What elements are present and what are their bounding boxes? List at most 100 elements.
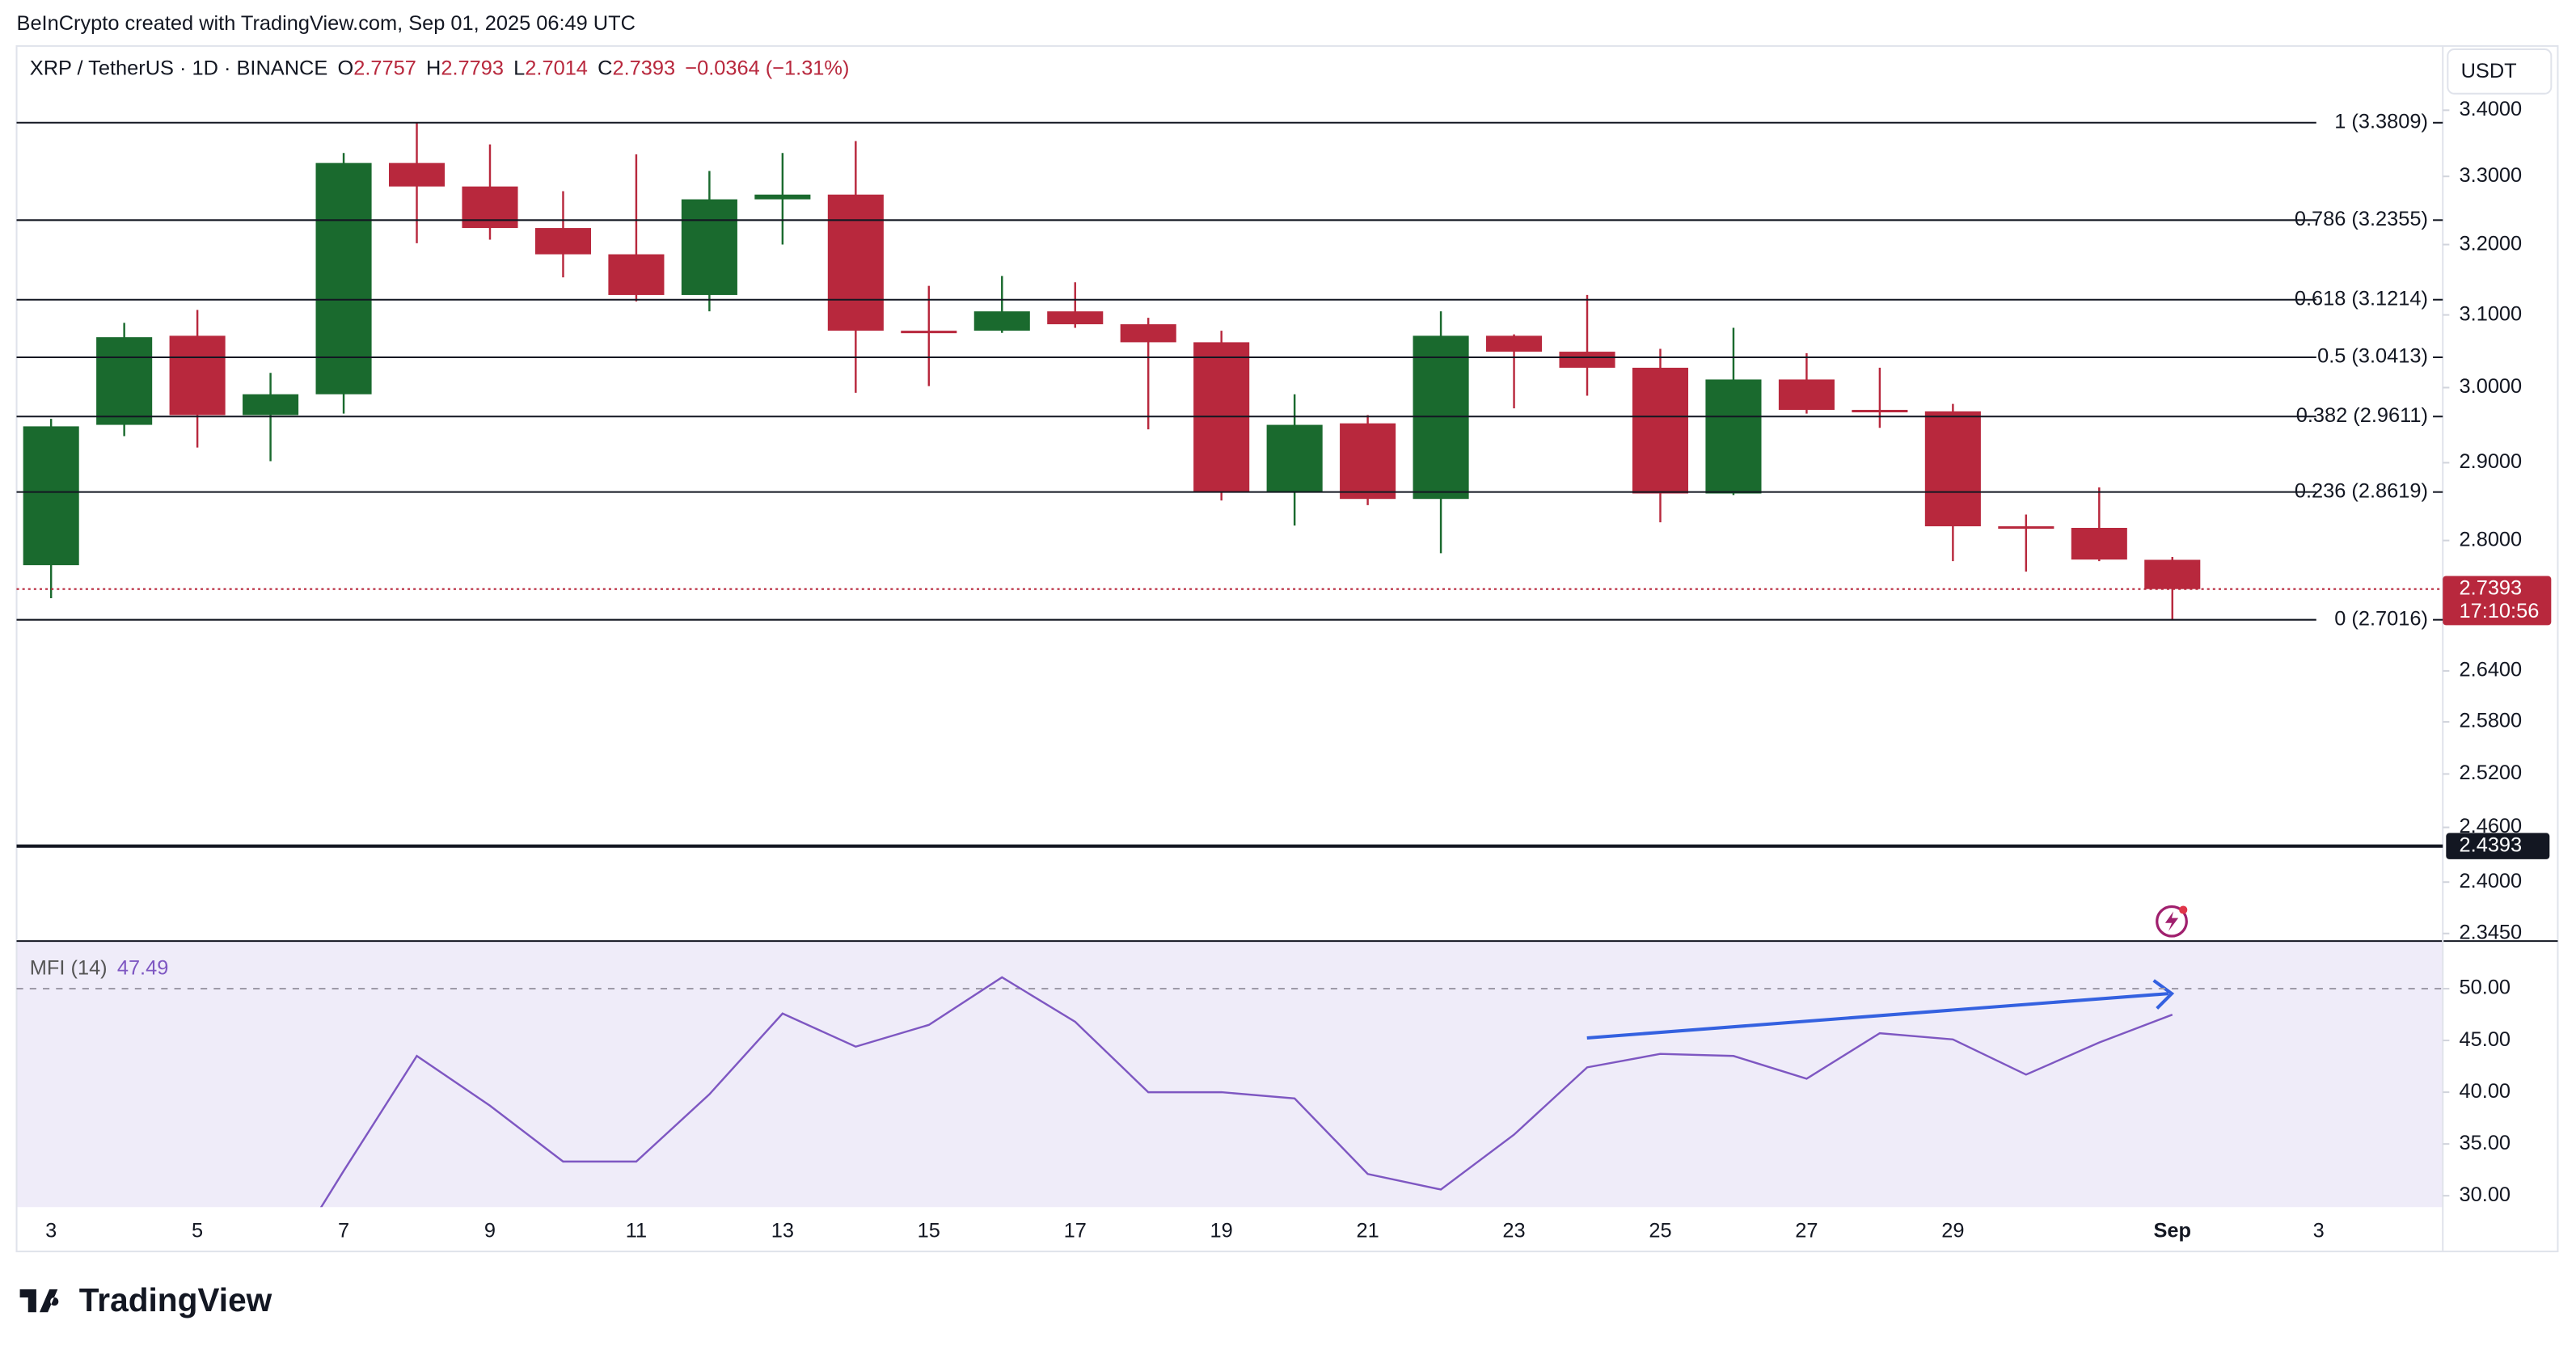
candle-body — [169, 335, 226, 416]
candle-body — [754, 194, 811, 200]
y-tick-label: 3.2000 — [2460, 232, 2523, 255]
x-tick-label: 7 — [338, 1219, 349, 1242]
icon-ring — [2156, 905, 2188, 938]
arrow-head — [2152, 979, 2175, 1010]
symbol: XRP / TetherUS · 1D · BINANCE — [30, 57, 328, 79]
candle-body — [608, 254, 665, 295]
x-tick-label: 17 — [1064, 1219, 1087, 1242]
candle-body — [1120, 324, 1176, 343]
mfi-line — [319, 976, 2173, 1208]
candle-body — [2071, 527, 2127, 560]
y-tick-label: 2.4000 — [2460, 870, 2523, 892]
logo-text: TradingView — [79, 1281, 272, 1318]
candle-body — [1852, 410, 1908, 413]
candle-body — [1559, 352, 1615, 368]
candle-body — [2144, 559, 2201, 589]
x-tick-label: 11 — [626, 1219, 647, 1242]
countdown: 17:10:56 — [2460, 600, 2540, 622]
x-tick-label: 25 — [1649, 1219, 1671, 1242]
legend-title: XRP / TetherUS · 1D · BINANCE O2.7757 H2.7… — [30, 57, 850, 79]
change: −0.0364 (−1.31%) — [685, 57, 849, 79]
candle-body — [1413, 335, 1469, 500]
x-tick-label: 21 — [1356, 1219, 1379, 1242]
icon-bolt — [2164, 911, 2179, 931]
x-tick-label: 19 — [1210, 1219, 1233, 1242]
fib-label: 0.786 (3.2355) — [2295, 208, 2428, 230]
price-box — [2443, 576, 2552, 626]
y-tick-label: 3.1000 — [2460, 302, 2523, 325]
ohlc-label: O — [337, 57, 353, 79]
ohlc-label: L — [513, 57, 525, 79]
x-tick-label: 23 — [1502, 1219, 1525, 1242]
candle-body — [1998, 526, 2054, 529]
y-tick-label: 40.00 — [2460, 1080, 2511, 1103]
ohlc-label: C — [598, 57, 612, 79]
candle-body — [681, 199, 737, 295]
fib-label: 0.5 (3.0413) — [2317, 345, 2428, 368]
x-tick-label: 13 — [771, 1219, 794, 1242]
fib-label: 0.236 (2.8619) — [2295, 479, 2428, 502]
currency: USDT — [2461, 60, 2517, 82]
candle-body — [1632, 367, 1689, 494]
y-tick-label: 50.00 — [2460, 977, 2511, 999]
candle-body — [827, 194, 884, 331]
y-tick-label: 35.00 — [2460, 1132, 2511, 1154]
fib-label: 1 (3.3809) — [2334, 110, 2428, 133]
y-tick-label: 45.00 — [2460, 1028, 2511, 1051]
candle-body — [1486, 335, 1543, 352]
y-tick-label: 2.9000 — [2460, 450, 2523, 473]
candle-body — [388, 162, 446, 187]
mfi-plot — [319, 976, 2173, 1208]
logo-mark — [19, 1289, 59, 1313]
price-pane — [23, 122, 2201, 620]
y-tick-label: 2.3450 — [2460, 921, 2523, 943]
candle-body — [315, 162, 372, 394]
x-tick-label: 5 — [192, 1219, 203, 1242]
mfi-last: 47.49 — [117, 956, 169, 979]
candle-body — [462, 186, 518, 229]
candle-body — [1924, 411, 1981, 527]
ohlc-value: 2.7793 — [441, 57, 504, 79]
ohlc-value: 2.7757 — [353, 57, 416, 79]
icon-dot — [2179, 905, 2188, 914]
hline-label: 2.4393 — [2460, 833, 2523, 856]
price-label: 2.7393 — [2460, 576, 2523, 599]
ohlc-value: 2.7014 — [525, 57, 588, 79]
y-tick-label: 2.6400 — [2460, 659, 2523, 681]
logo: TradingView — [19, 1281, 272, 1318]
x-tick-label: 29 — [1941, 1219, 1964, 1242]
x-tick-label: 3 — [2313, 1219, 2325, 1242]
mfi-pane — [16, 941, 2443, 1208]
candle-body — [1047, 311, 1104, 325]
candle-body — [1778, 379, 1835, 411]
x-tick-label: 3 — [45, 1219, 57, 1242]
y-tick-label: 2.5200 — [2460, 761, 2523, 784]
currency-box — [2447, 48, 2553, 95]
candle-body — [23, 426, 79, 566]
candle-body — [243, 394, 299, 416]
trend-arrow — [1586, 979, 2175, 1040]
y-tick-label: 3.0000 — [2460, 375, 2523, 398]
x-tick-label: Sep — [2153, 1219, 2191, 1242]
x-tick-label: 15 — [918, 1219, 940, 1242]
y-tick-label: 30.00 — [2460, 1183, 2511, 1206]
frame — [15, 44, 2559, 1253]
ohlc-value: 2.7393 — [612, 57, 675, 79]
candle-body — [901, 331, 957, 334]
trend-line — [1586, 992, 2169, 1040]
fib-label: 0.382 (2.9611) — [2296, 404, 2428, 427]
candle-body — [534, 228, 591, 255]
hline-box — [2446, 833, 2550, 859]
mfi-name: MFI (14) — [30, 956, 108, 979]
ohlc-label: H — [426, 57, 441, 79]
x-tick-label: 9 — [484, 1219, 496, 1242]
y-tick-label: 3.3000 — [2460, 164, 2523, 187]
mfi-title: MFI (14) 47.49 — [30, 956, 169, 979]
y-tick-label: 2.8000 — [2460, 528, 2523, 551]
x-tick-label: 27 — [1795, 1219, 1818, 1242]
watermark: BeInCrypto created with TradingView.com,… — [17, 12, 636, 35]
fib-label: 0.618 (3.1214) — [2295, 287, 2428, 310]
candle-body — [973, 311, 1030, 331]
y-tick-label: 2.5800 — [2460, 710, 2523, 732]
